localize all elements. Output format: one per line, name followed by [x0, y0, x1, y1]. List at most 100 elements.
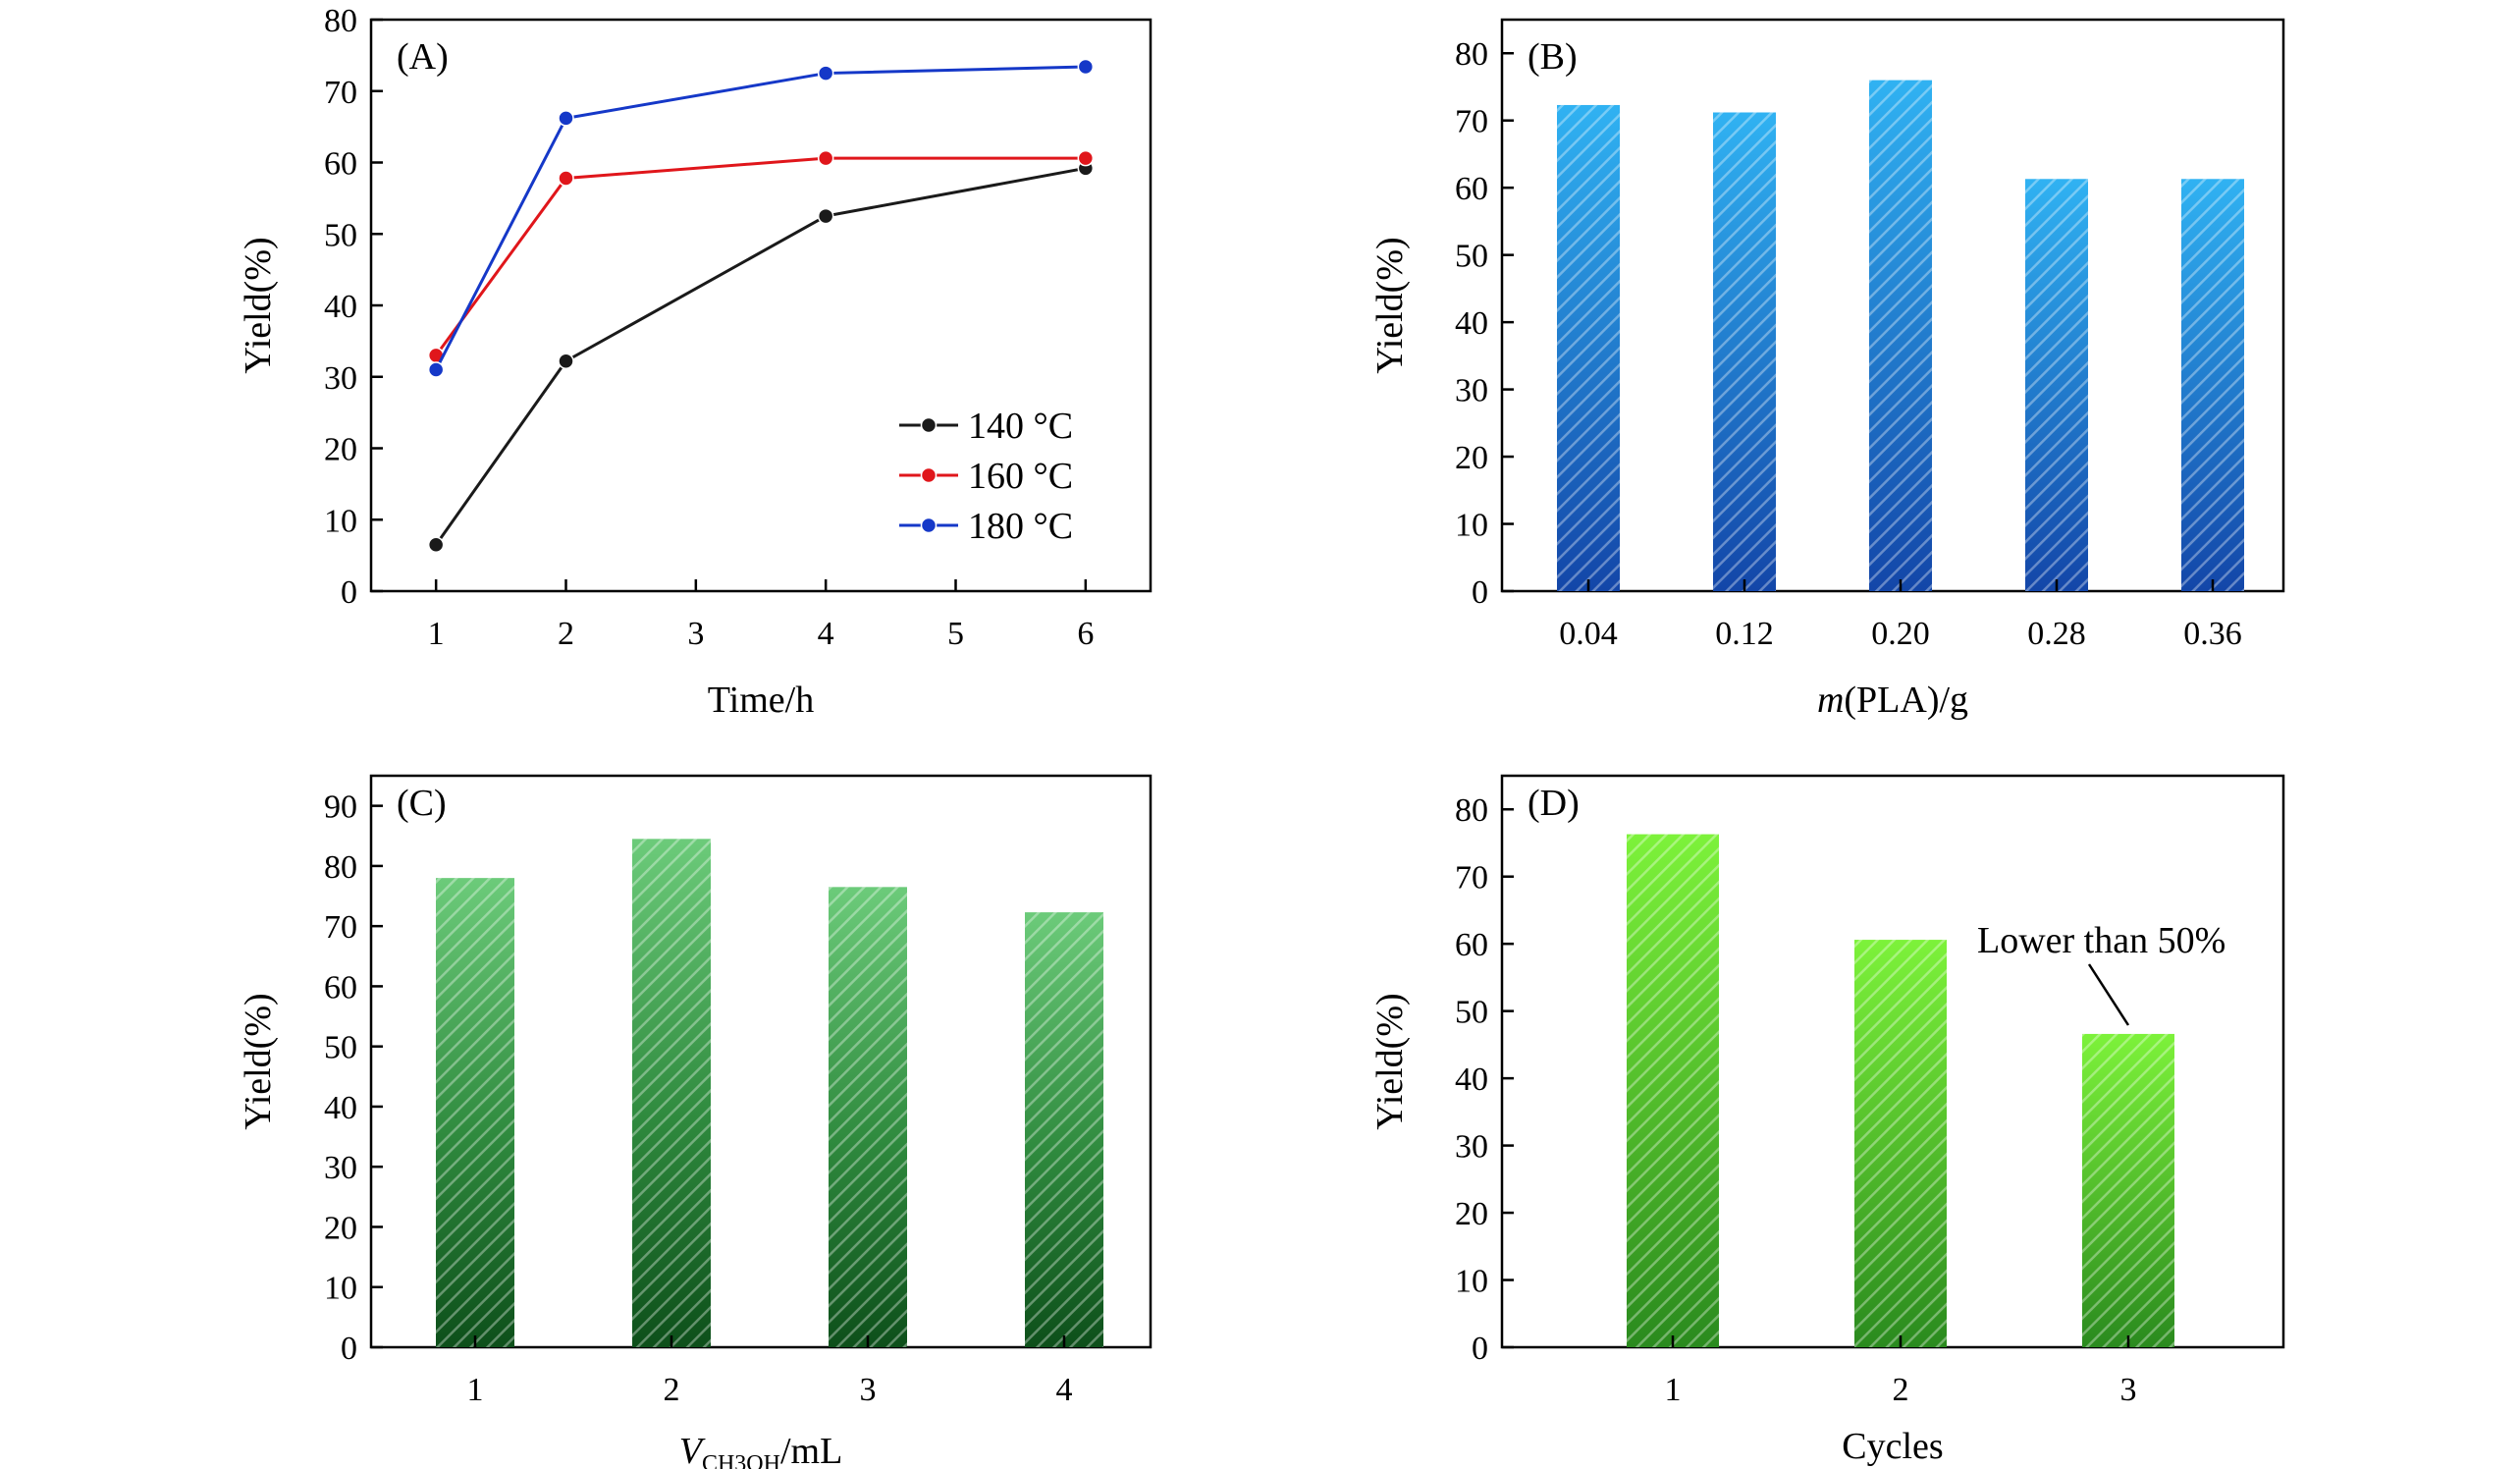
panel-a-y-tick-label: 70 — [324, 75, 357, 111]
panel-a-y-tick-label: 20 — [324, 432, 357, 468]
bar-hatch — [2025, 179, 2088, 591]
panel-b-x-tick-label: 0.20 — [1871, 616, 1930, 652]
panel-c-y-tick-label: 70 — [324, 909, 357, 946]
series-point-2 — [427, 361, 445, 378]
legend-label-2: 180 °C — [968, 506, 1073, 547]
series-line-2 — [434, 65, 1086, 371]
bar-hatch — [436, 878, 514, 1347]
panel-c-x-tick-label: 2 — [664, 1372, 680, 1408]
panel-d-y-tick-label: 50 — [1455, 995, 1488, 1031]
panel-a-y-tick-label: 50 — [324, 217, 357, 253]
panel-d-x-tick-label: 1 — [1665, 1372, 1682, 1408]
panel-b-bar-chart: 0 10 20 30 40 50 60 70 80 0.04 0.12 0.20 0.28 0.36 (… — [1369, 18, 2285, 721]
panel-d-tag: (D) — [1528, 783, 1580, 824]
panel-c-x-label-var: V — [679, 1431, 706, 1469]
panel-a-y-tick-label: 80 — [324, 3, 357, 39]
legend-marker-2 — [920, 517, 938, 534]
panel-a-tag: (A) — [397, 36, 449, 78]
panel-b-x-axis: 0.04 0.12 0.20 0.28 0.36 — [1559, 579, 2242, 652]
panel-c-x-tick-label: 1 — [467, 1372, 484, 1408]
bar-hatch — [2181, 179, 2244, 591]
legend-label-1: 160 °C — [968, 456, 1073, 497]
panel-c-y-tick-label: 10 — [324, 1271, 357, 1307]
panel-b-y-tick-label: 70 — [1455, 104, 1488, 140]
panel-d-x-axis: 1 2 3 — [1665, 1335, 2137, 1408]
panel-d-x-label: Cycles — [1842, 1426, 1943, 1467]
panel-a-x-tick-label: 5 — [947, 616, 964, 652]
panel-a-x-tick-label: 4 — [818, 616, 834, 652]
series-point-0 — [558, 353, 574, 369]
panel-c-y-tick-label: 20 — [324, 1210, 357, 1246]
panel-b-x-tick-label: 0.04 — [1559, 616, 1618, 652]
panel-a-x-axis: 1 2 3 4 5 6 — [428, 579, 1094, 652]
panel-d-y-label: Yield(%) — [1369, 993, 1411, 1129]
panel-b-y-tick-label: 0 — [1472, 574, 1488, 611]
panel-d-bars — [1627, 834, 2174, 1347]
panel-c-bars — [436, 839, 1103, 1347]
panel-a-y-tick-label: 0 — [341, 574, 357, 611]
panel-a-y-tick-label: 60 — [324, 146, 357, 183]
panel-b-y-label: Yield(%) — [1369, 237, 1411, 373]
panel-d-y-tick-label: 40 — [1455, 1061, 1488, 1098]
bar-hatch — [632, 839, 711, 1347]
panel-c-y-tick-label: 60 — [324, 969, 357, 1006]
panel-b-y-axis: 0 10 20 30 40 50 60 70 80 — [1455, 36, 1514, 611]
panel-d-annotation: Lower than 50% — [1977, 920, 2225, 961]
panel-a-x-tick-label: 3 — [687, 616, 704, 652]
panel-a-y-label: Yield(%) — [238, 237, 279, 373]
series-point-1 — [1077, 149, 1095, 167]
series-line-0 — [434, 166, 1087, 546]
series-point-2 — [817, 65, 834, 82]
panel-d-y-tick-label: 20 — [1455, 1196, 1488, 1232]
series-point-0 — [427, 536, 445, 553]
panel-a-x-label: Time/h — [708, 680, 814, 721]
panel-d-y-tick-label: 70 — [1455, 860, 1488, 897]
panel-a-x-tick-label: 6 — [1077, 616, 1094, 652]
panel-b-x-label: m(PLA)/g — [1817, 680, 1968, 721]
panel-a-series — [427, 58, 1095, 553]
panel-b-tag: (B) — [1528, 36, 1578, 78]
panel-c-frame — [369, 774, 1153, 1349]
panel-c-y-tick-label: 50 — [324, 1030, 357, 1066]
panel-b-x-label-unit: (PLA)/g — [1844, 680, 1968, 721]
panel-d-y-tick-label: 30 — [1455, 1129, 1488, 1166]
panel-d-x-tick-label: 3 — [2120, 1372, 2137, 1408]
series-point-2 — [1077, 58, 1095, 76]
panel-d-bar-chart: 0 10 20 30 40 50 60 70 80 1 2 3 (D) Cycles Yield(%… — [1369, 774, 2285, 1467]
panel-a-line-chart: 0 10 20 30 40 50 60 70 80 1 2 3 4 5 6 (A) Time/h Yiel… — [238, 3, 1153, 721]
panel-b-y-tick-label: 50 — [1455, 239, 1488, 275]
panel-c-y-tick-label: 30 — [324, 1150, 357, 1186]
bar-hatch — [2082, 1033, 2174, 1347]
panel-d-y-tick-label: 10 — [1455, 1264, 1488, 1300]
panel-a-x-tick-label: 2 — [558, 616, 574, 652]
bar-hatch — [1627, 834, 1719, 1347]
bar-hatch — [1025, 912, 1103, 1347]
series-point-1 — [817, 149, 834, 167]
panel-b-y-tick-label: 40 — [1455, 305, 1488, 342]
panel-b-bars — [1557, 80, 2244, 592]
bar-hatch — [829, 887, 907, 1347]
panel-b-x-tick-label: 0.12 — [1715, 616, 1774, 652]
panel-b-x-tick-label: 0.28 — [2027, 616, 2086, 652]
panel-b-y-tick-label: 20 — [1455, 440, 1488, 476]
panel-c-y-tick-label: 80 — [324, 849, 357, 886]
panel-c-y-tick-label: 40 — [324, 1090, 357, 1126]
panel-c-x-label-unit: /mL — [780, 1431, 842, 1469]
panel-b-y-tick-label: 80 — [1455, 36, 1488, 73]
bar-hatch — [1869, 80, 1932, 591]
series-line-1 — [434, 156, 1086, 356]
panel-c-tag: (C) — [397, 783, 447, 824]
panel-b-x-tick-label: 0.36 — [2183, 616, 2242, 652]
panel-a-y-axis: 0 10 20 30 40 50 60 70 80 — [324, 3, 383, 611]
series-point-2 — [558, 110, 574, 127]
bar-hatch — [1557, 104, 1620, 592]
panel-c-y-axis: 0 10 20 30 40 50 60 70 80 90 — [324, 789, 383, 1367]
panel-c-x-axis: 1 2 3 4 — [467, 1335, 1073, 1408]
panel-d-y-tick-label: 0 — [1472, 1331, 1488, 1367]
panel-d-y-axis: 0 10 20 30 40 50 60 70 80 — [1455, 792, 1514, 1367]
panel-a-y-tick-label: 10 — [324, 503, 357, 539]
panel-d-y-tick-label: 80 — [1455, 792, 1488, 829]
series-point-0 — [817, 207, 834, 225]
panel-c-y-tick-label: 90 — [324, 789, 357, 826]
